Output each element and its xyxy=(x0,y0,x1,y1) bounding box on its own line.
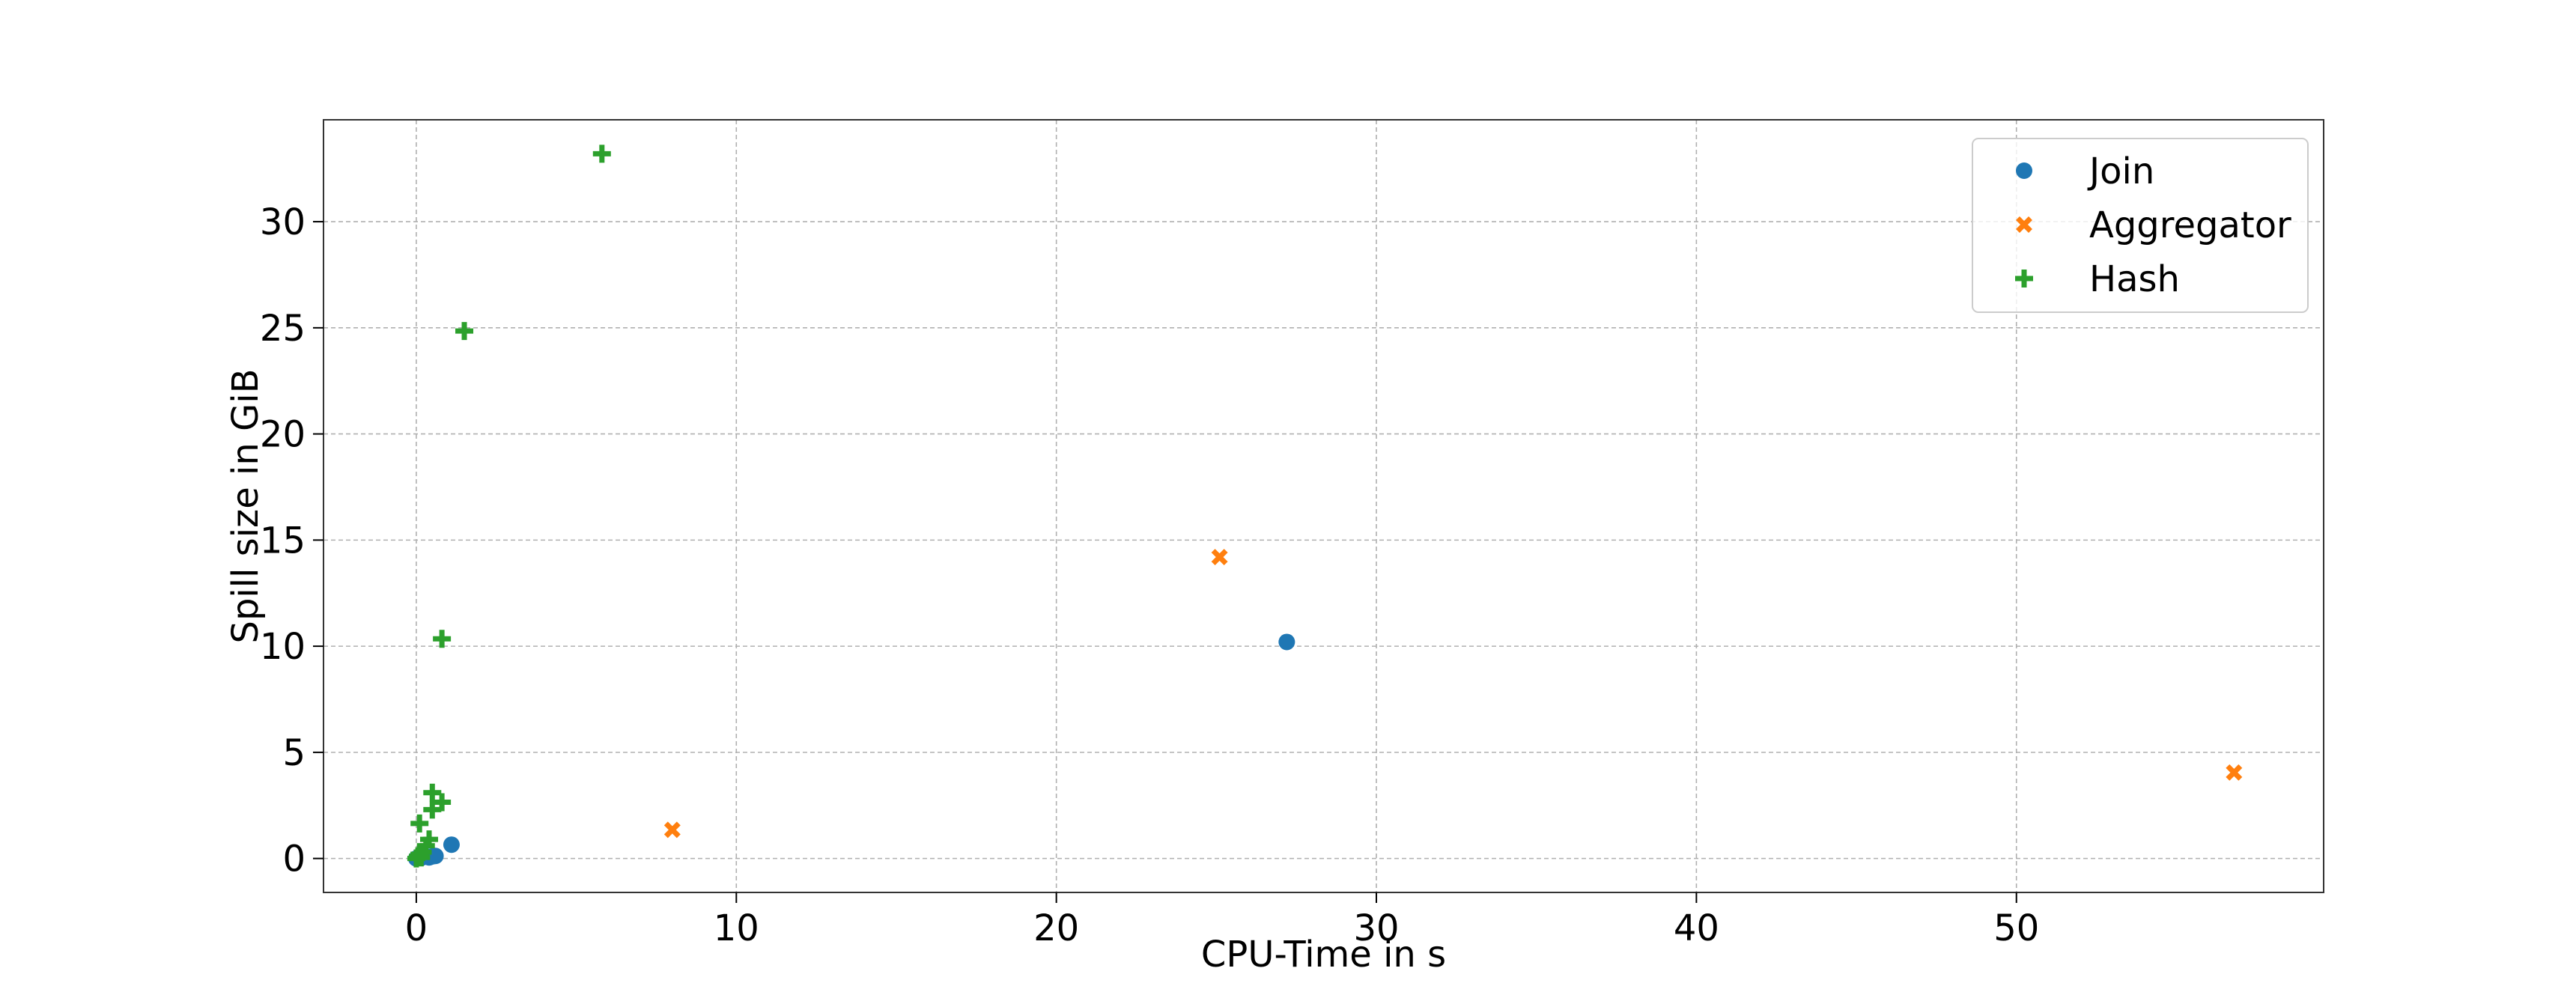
hash-data-point xyxy=(423,783,442,802)
aggregator-data-point xyxy=(2226,764,2243,781)
legend-label-join: Join xyxy=(2087,150,2154,192)
hash-data-point xyxy=(410,814,429,833)
hash-data-point xyxy=(592,144,611,163)
y-tick-label: 10 xyxy=(260,626,306,668)
hash-data-point xyxy=(433,630,452,648)
legend-marker-join xyxy=(2016,162,2032,179)
legend-label-hash: Hash xyxy=(2089,258,2180,300)
aggregator-data-point xyxy=(663,821,681,839)
data-points xyxy=(407,144,2243,868)
grid-lines xyxy=(323,120,2324,892)
y-axis-label: Spill size in GiB xyxy=(225,368,267,643)
plot-frame xyxy=(323,119,2324,893)
hash-data-point xyxy=(455,322,474,341)
hash-data-point xyxy=(423,800,442,819)
y-tick-label: 0 xyxy=(282,839,306,880)
x-tick-label: 30 xyxy=(1353,907,1399,949)
x-axis-label: CPU-Time in s xyxy=(1201,934,1446,976)
y-tick-label: 20 xyxy=(260,414,306,456)
y-tick-label: 25 xyxy=(260,308,306,350)
legend-label-aggregator: Aggregator xyxy=(2089,204,2291,246)
y-tick-label: 5 xyxy=(282,732,306,774)
join-data-point xyxy=(443,836,460,854)
y-tick-label: 30 xyxy=(260,201,306,243)
legend-marker-hash xyxy=(2015,270,2033,287)
legend-box xyxy=(1972,138,2309,313)
x-tick-label: 40 xyxy=(1674,907,1719,949)
aggregator-data-point xyxy=(1211,549,1228,566)
x-tick-label: 0 xyxy=(405,907,428,949)
legend-marker-aggregator xyxy=(2016,216,2032,233)
x-tick-label: 10 xyxy=(714,907,759,949)
x-tick-label: 50 xyxy=(1993,907,2039,949)
axis-ticks: 0 10 20 30 40 50 0 5 10 15 20 25 30 xyxy=(260,201,2039,949)
y-tick-label: 15 xyxy=(260,520,306,562)
hash-data-point xyxy=(433,793,452,812)
join-data-point xyxy=(1278,633,1295,651)
legend: Join Aggregator Hash xyxy=(1972,138,2309,313)
x-tick-label: 20 xyxy=(1033,907,1079,949)
hash-data-point xyxy=(420,830,439,849)
